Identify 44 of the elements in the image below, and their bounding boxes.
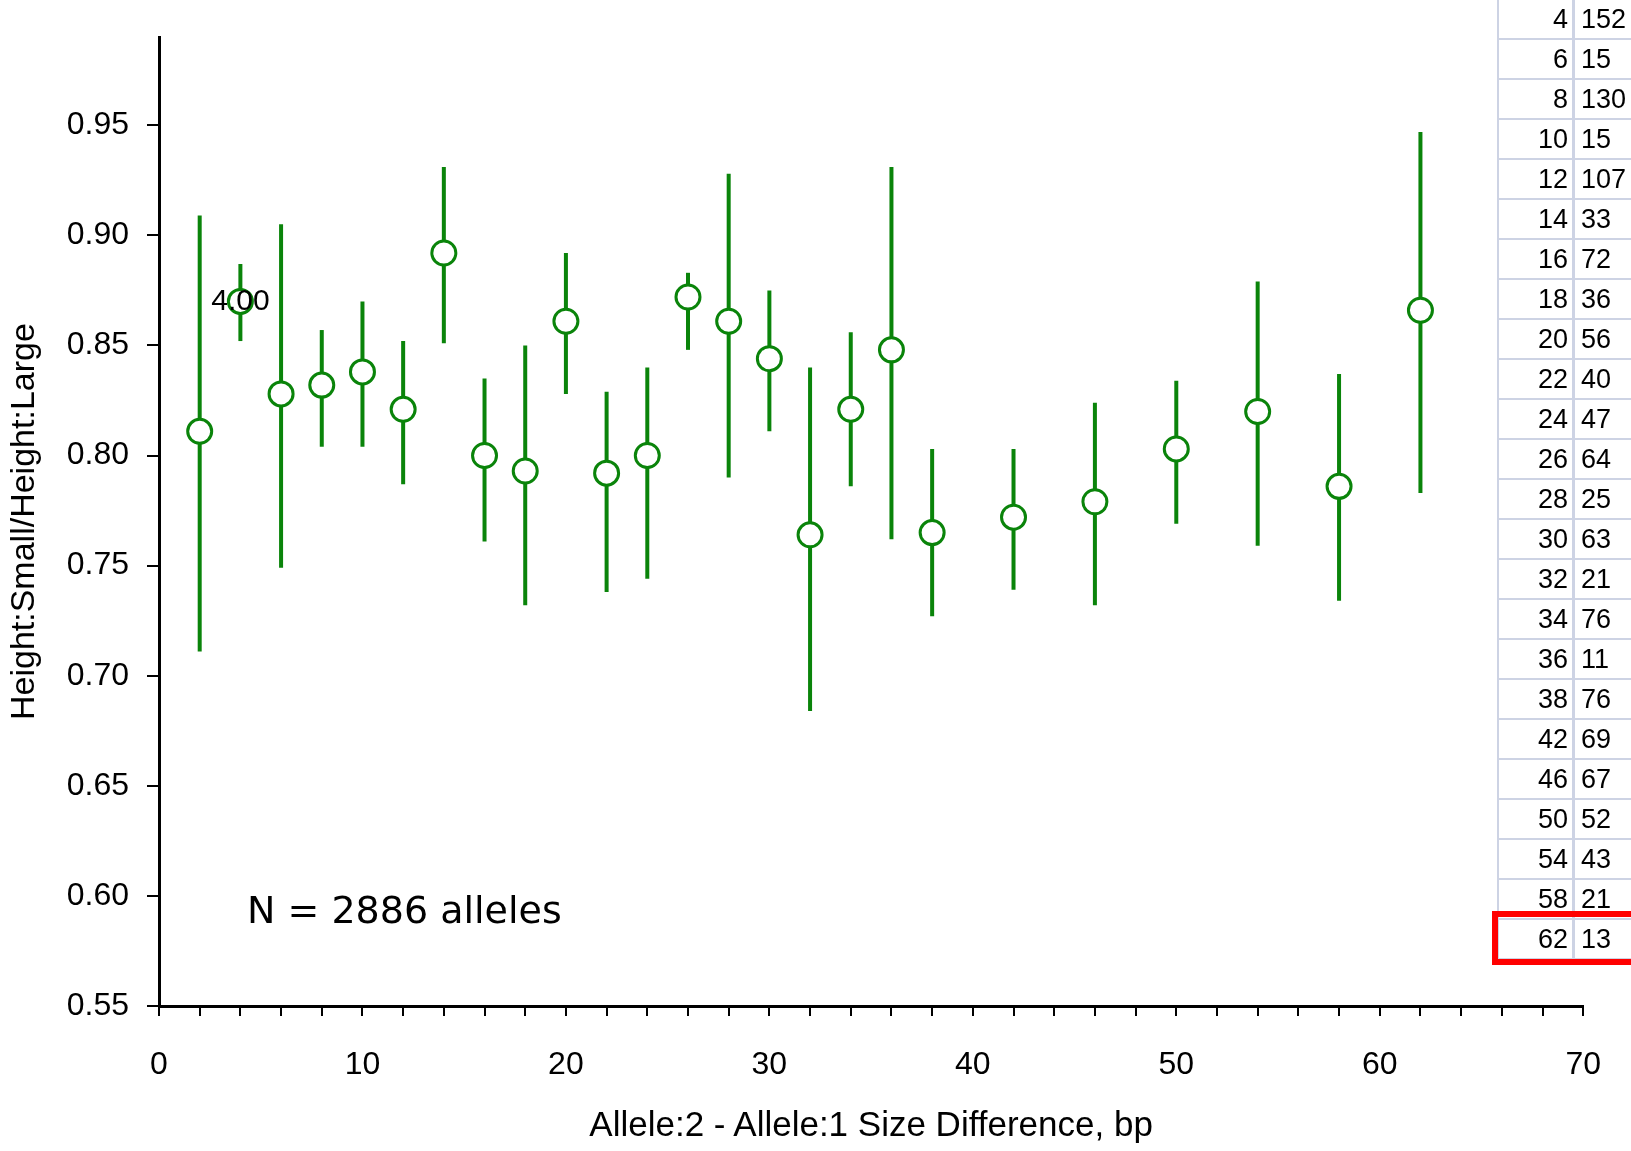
annotation: 14 33 (1537, 203, 1613, 236)
y-tick-label: 0.65 (66, 765, 129, 802)
annotation: 12 107 (1537, 163, 1628, 196)
y-tick-label: 0.75 (66, 545, 129, 582)
y-tick-label: 0.80 (66, 435, 129, 472)
x-axis-title: Allele:2 - Allele:1 Size Difference, bp (589, 1103, 1153, 1143)
annotation: 22 40 (1537, 363, 1613, 396)
annotation: 58 21 (1537, 883, 1613, 916)
text: 4 152 (1553, 4, 1627, 34)
y-tick-label: 0.55 (66, 985, 129, 1022)
annotation: 46 67 (1537, 763, 1613, 796)
annotation: 18 36 (1537, 283, 1613, 316)
x-tick-label: 30 (751, 1045, 788, 1082)
y-tick-label: 0.85 (66, 325, 129, 362)
annotation: 32 21 (1537, 563, 1613, 596)
y-tick-label: 0.90 (66, 215, 129, 252)
y-tick-label: 0.60 (66, 875, 129, 912)
annotation: 34 76 (1537, 603, 1613, 636)
annotation: 36 11 (1537, 643, 1611, 676)
y-tick-label: 0.95 (66, 105, 129, 142)
annotation: 62 13 (1537, 923, 1613, 956)
annotation: 16 72 (1537, 243, 1613, 276)
x-tick-label: 70 (1565, 1045, 1601, 1082)
annotation: 10 15 (1537, 123, 1613, 156)
annotation: 24 47 (1537, 403, 1613, 436)
annotation: 38 76 (1537, 683, 1613, 716)
annotation: 20 56 (1537, 323, 1613, 356)
annotation: 28 25 (1537, 483, 1613, 516)
annotation: 42 69 (1537, 723, 1613, 756)
annotation: 30 63 (1537, 523, 1613, 556)
y-tick-label: 0.70 (66, 655, 129, 692)
y-axis-title: Height:Small/Height:Large (2, 323, 41, 721)
x-tick-label: 50 (1158, 1045, 1195, 1082)
annotation: 26 64 (1537, 443, 1613, 476)
x-tick-label: 10 (344, 1045, 381, 1082)
annotation: 6 15 (1552, 43, 1613, 76)
x-tick-label: 40 (955, 1045, 991, 1082)
x-tick-label: 60 (1361, 1045, 1398, 1082)
annotation: 8 130 (1552, 83, 1628, 116)
x-tick-label: 0 (150, 1045, 168, 1082)
annotation: N = 2886 alleles (247, 887, 562, 932)
annotation: 54 43 (1537, 843, 1613, 876)
annotation: 50 52 (1537, 803, 1613, 836)
x-tick-label: 20 (548, 1045, 584, 1082)
